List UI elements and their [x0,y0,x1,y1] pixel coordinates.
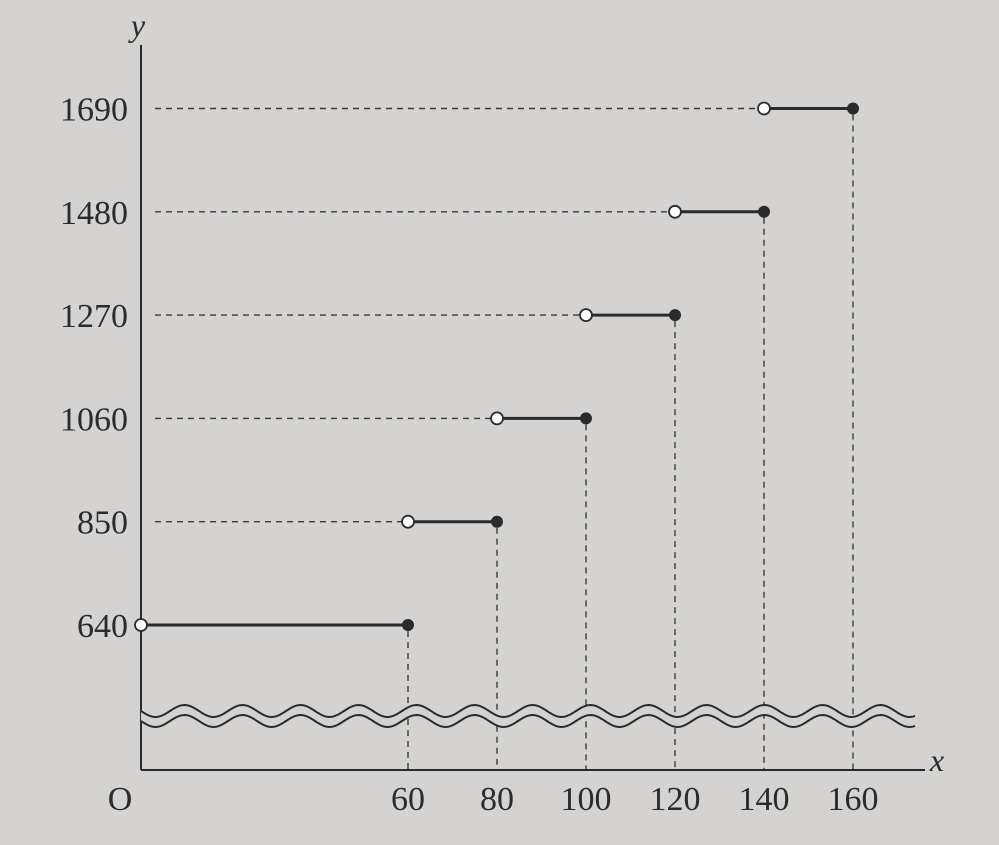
origin-label: O [108,781,133,818]
x-tick-label: 120 [650,781,701,818]
segment-end-point-640 [402,619,414,631]
y-tick-label: 1060 [60,401,128,438]
axis-break-wavy-lines [140,704,916,728]
axis-break-wave-upper [140,704,916,718]
x-tick-label: 160 [828,781,879,818]
y-axis-label: y [128,7,146,43]
tick-labels: 640 850 1060 1270 1480 1690 60 80 100 120 140 160 [60,92,879,818]
segment-start-point-640 [134,618,148,632]
y-tick-label: 1480 [60,195,128,232]
segment-end-point-1060 [580,412,592,425]
segment-end-point-1270 [669,309,681,322]
segment-end-point-1480 [758,205,770,218]
x-axis-label: x [929,742,944,778]
x-tick-label: 140 [739,781,790,818]
y-tick-label: 850 [77,505,128,542]
segment-start-point-1480 [668,204,682,219]
x-tick-label: 60 [391,781,425,818]
segment-start-point-850 [401,514,415,529]
y-tick-label: 1270 [60,298,128,335]
step-segments [134,101,859,632]
segment-end-point-850 [491,515,503,528]
y-tick-label: 1690 [60,92,128,129]
y-tick-label: 640 [77,608,128,645]
segment-start-point-1690 [757,101,771,116]
dashed-guides [155,107,854,770]
x-tick-label: 80 [480,781,514,818]
segment-end-point-1690 [847,102,859,115]
x-tick-label: 100 [561,781,612,818]
axis-break-mask [141,705,915,727]
segment-start-point-1060 [490,411,504,426]
segment-start-point-1270 [579,308,593,323]
axis-break-wave-lower [140,714,916,728]
axes [140,45,925,771]
